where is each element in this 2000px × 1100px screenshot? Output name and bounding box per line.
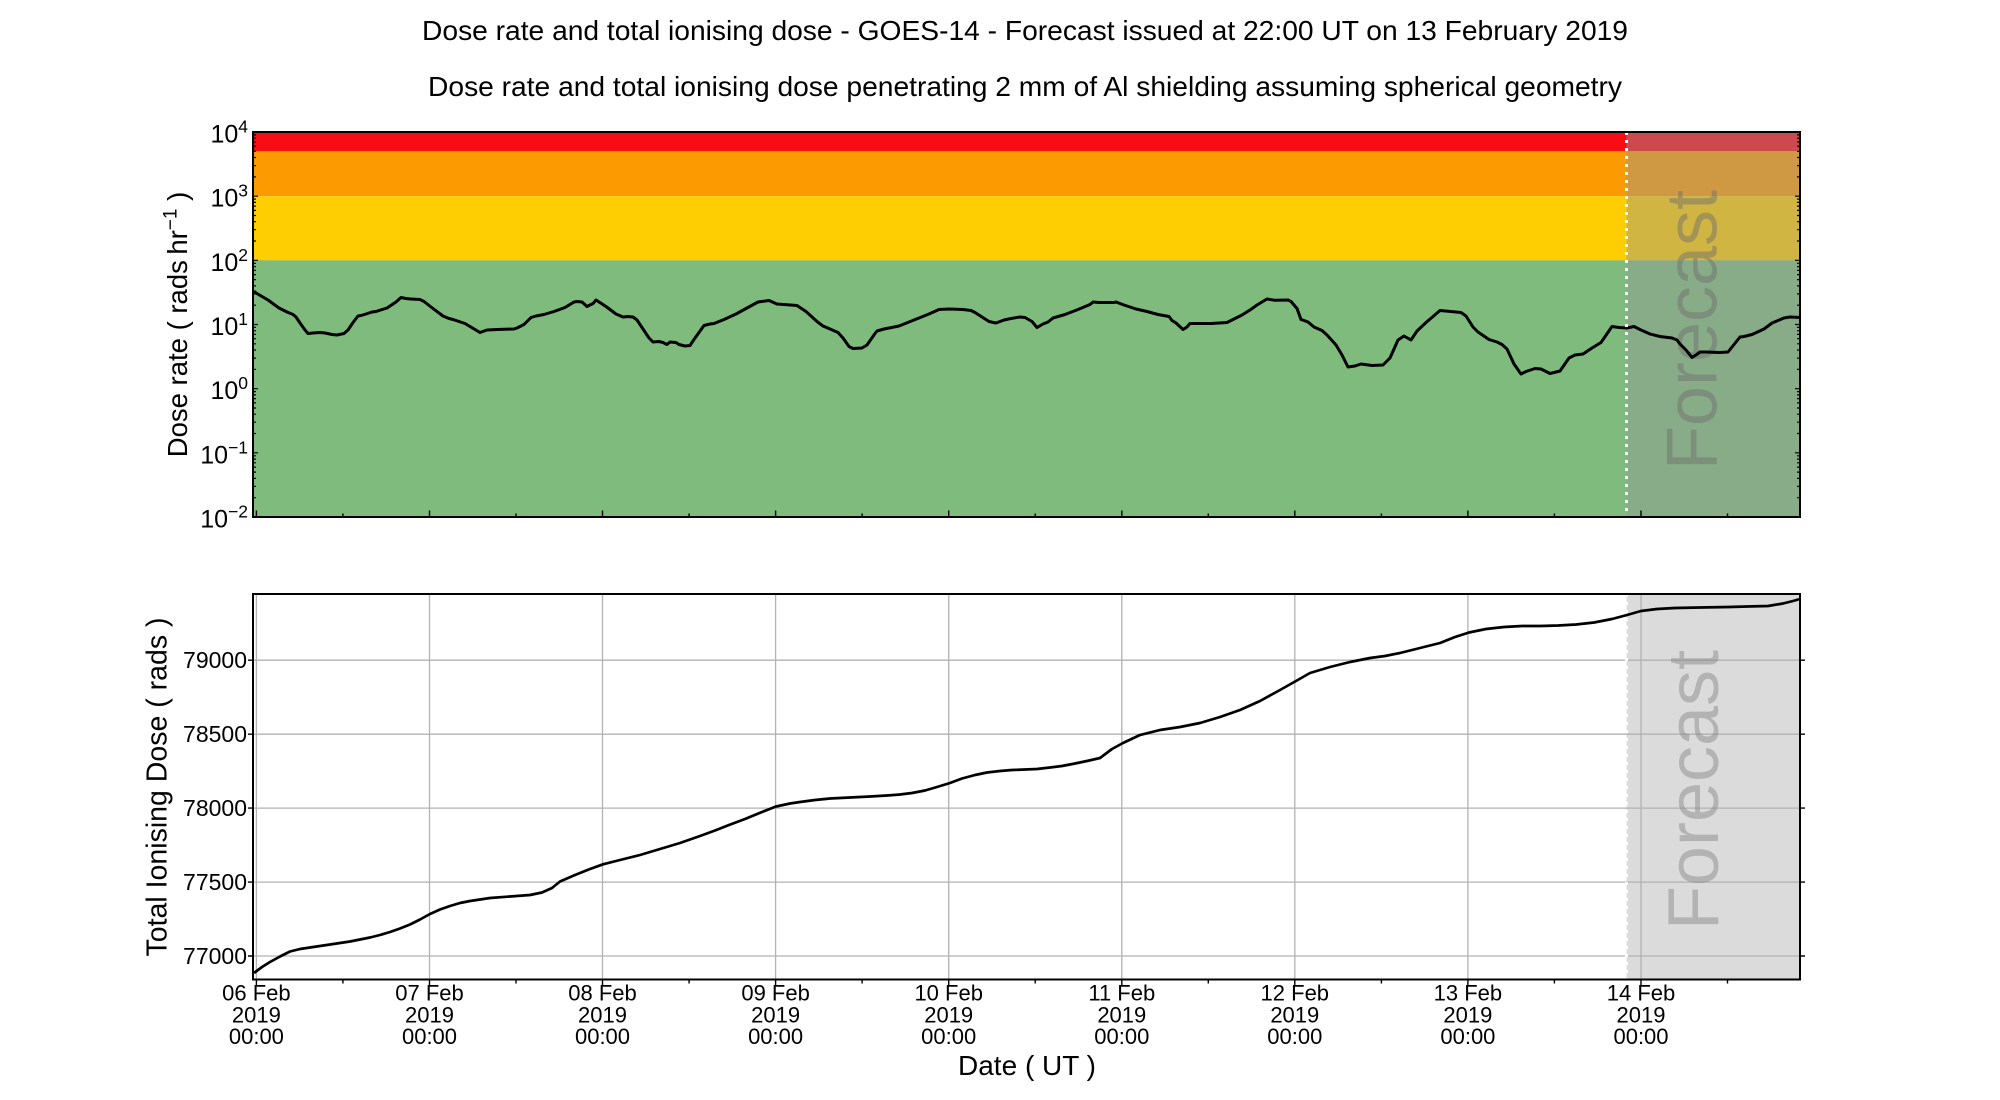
svg-text:78000: 78000 [183,795,247,821]
svg-text:Dose rate ( rads hr−1 ): Dose rate ( rads hr−1 ) [161,192,194,458]
svg-text:10−1: 10−1 [200,437,248,469]
svg-text:2019: 2019 [751,1003,800,1028]
svg-text:2019: 2019 [1270,1003,1319,1028]
svg-text:Forecast: Forecast [1653,190,1733,470]
svg-text:77500: 77500 [183,869,247,895]
svg-text:13 Feb: 13 Feb [1434,981,1503,1006]
svg-text:Dose rate and total ionising d: Dose rate and total ionising dose penetr… [428,70,1623,102]
svg-text:Total Ionising Dose ( rads ): Total Ionising Dose ( rads ) [142,618,174,957]
svg-text:14 Feb: 14 Feb [1607,981,1676,1006]
svg-text:00:00: 00:00 [229,1024,284,1049]
svg-text:09 Feb: 09 Feb [741,981,810,1006]
svg-text:00:00: 00:00 [1613,1024,1668,1049]
svg-text:2019: 2019 [578,1003,627,1028]
svg-text:2019: 2019 [405,1003,454,1028]
svg-text:00:00: 00:00 [748,1024,803,1049]
svg-text:00:00: 00:00 [1267,1024,1322,1049]
svg-text:00:00: 00:00 [1440,1024,1495,1049]
svg-text:77000: 77000 [183,943,247,969]
svg-text:2019: 2019 [924,1003,973,1028]
svg-text:Date ( UT ): Date ( UT ) [958,1050,1096,1081]
svg-text:00:00: 00:00 [1094,1024,1149,1049]
svg-text:Dose rate and total ionising d: Dose rate and total ionising dose - GOES… [422,14,1628,46]
svg-text:2019: 2019 [1617,1003,1666,1028]
svg-text:11 Feb: 11 Feb [1088,981,1155,1006]
svg-text:2019: 2019 [1097,1003,1146,1028]
svg-text:00:00: 00:00 [921,1024,976,1049]
svg-text:Forecast: Forecast [1654,650,1734,930]
svg-text:07 Feb: 07 Feb [395,981,464,1006]
svg-text:2019: 2019 [232,1003,281,1028]
svg-text:12 Feb: 12 Feb [1261,981,1330,1006]
svg-text:10 Feb: 10 Feb [914,981,983,1006]
svg-text:2019: 2019 [1443,1003,1492,1028]
svg-text:08 Feb: 08 Feb [568,981,637,1006]
svg-text:06 Feb: 06 Feb [222,981,291,1006]
svg-text:79000: 79000 [183,647,247,673]
svg-text:00:00: 00:00 [575,1024,630,1049]
svg-text:78500: 78500 [183,721,247,747]
svg-text:00:00: 00:00 [402,1024,457,1049]
